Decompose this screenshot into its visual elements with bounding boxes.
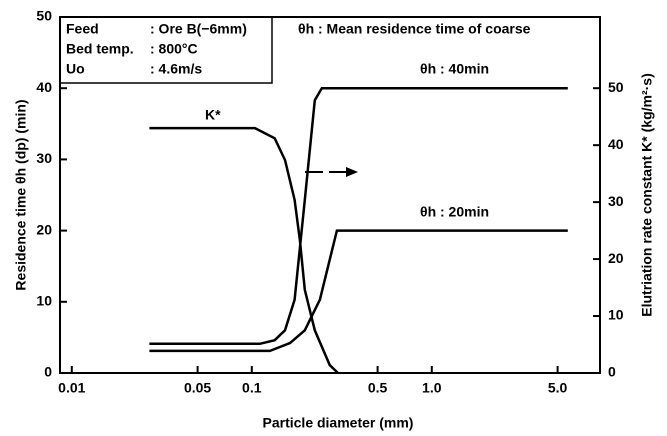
annotation: : Ore B(−6mm) [150,21,247,37]
series-label: θh : 40min [420,61,489,77]
y2-axis-label: Elutriation rate constant K* (kg/m²·s) [639,73,655,316]
annotation: θh : Mean residence time of coarse [298,21,531,37]
y2-tick-label: 40 [608,136,624,152]
x-tick-label: 1.0 [422,380,442,396]
y-tick-label: 20 [36,221,52,237]
x-tick-label: 0.5 [368,380,388,396]
x-tick-label: 0.1 [242,380,262,396]
series-label: K* [205,107,221,123]
y-tick-label: 30 [36,150,52,166]
plot-frame [59,16,601,374]
y2-tick-label: 50 [608,79,624,95]
y-tick-label: 10 [36,293,52,309]
annotation: : 800°C [150,41,198,57]
annotation: Bed temp. [66,41,134,57]
y-tick-label: 0 [44,364,52,380]
annotation: Uo [66,61,85,77]
series-label: θh : 20min [420,204,489,220]
y2-tick-label: 30 [608,193,624,209]
y2-tick-label: 10 [608,307,624,323]
x-axis-label: Particle diameter (mm) [263,415,414,431]
y-tick-label: 40 [36,79,52,95]
series-line [149,126,339,374]
x-tick-label: 0.05 [184,380,211,396]
annotation: Feed [66,21,99,37]
y2-tick-label: 0 [608,364,616,380]
series-line [149,229,568,353]
y-axis-label: Residence time θh (dp) (min) [13,99,29,290]
condition-box [59,16,273,84]
y-tick-label: 50 [36,8,52,24]
annotation: : 4.6m/s [150,61,202,77]
arrow-head [346,167,358,177]
y2-tick-label: 20 [608,250,624,266]
x-tick-label: 5.0 [548,380,568,396]
series-line [149,86,568,346]
x-tick-label: 0.01 [58,380,85,396]
